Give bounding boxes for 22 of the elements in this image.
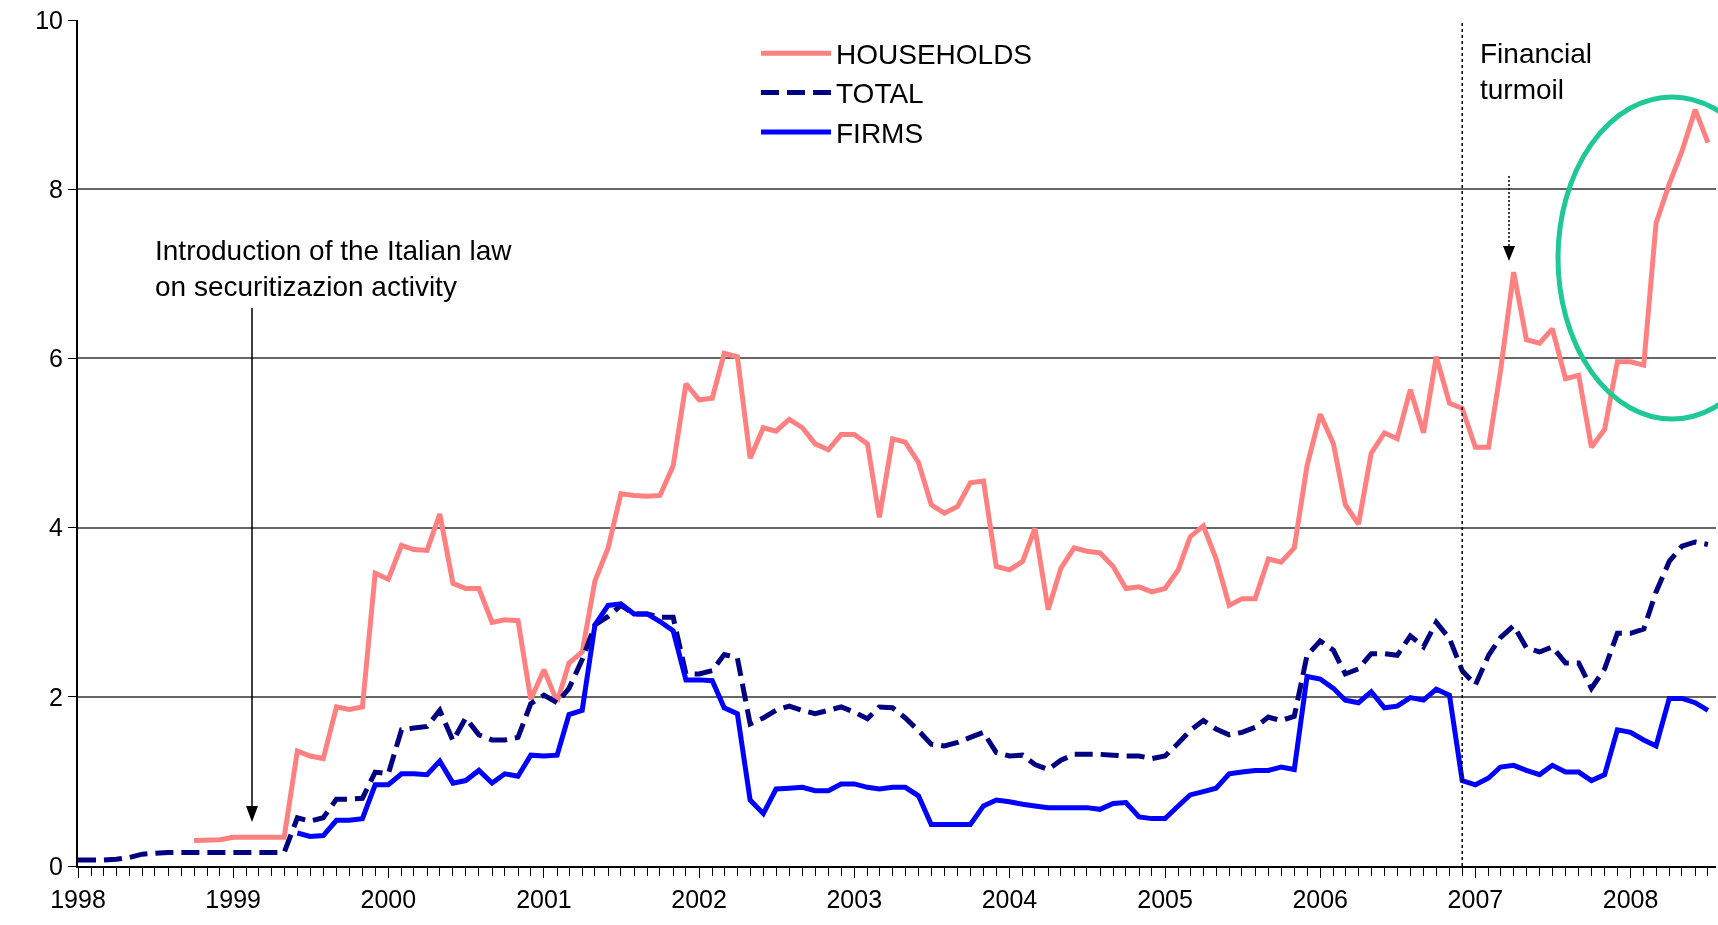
y-tick-label: 8 <box>49 174 63 203</box>
y-tick-label: 6 <box>49 344 63 373</box>
x-tick-label: 2005 <box>1137 885 1193 913</box>
legend-label: TOTAL <box>836 78 924 110</box>
x-tick-label: 2007 <box>1447 885 1504 913</box>
x-tick-label: 2006 <box>1292 885 1349 913</box>
x-tick-label: 2000 <box>360 885 417 913</box>
annotation: Introduction of the Italian law on securitizazion activity <box>155 235 513 303</box>
y-tick-label: 4 <box>49 513 64 542</box>
x-tick-label: 1998 <box>50 885 106 913</box>
legend-label: FIRMS <box>836 117 924 149</box>
annotation: Financial turmoil <box>1480 38 1593 106</box>
y-tick-label: 10 <box>35 5 63 34</box>
x-tick-label: 2008 <box>1602 885 1659 913</box>
x-tick-label: 2001 <box>516 885 572 913</box>
x-tick-label: 1999 <box>205 885 261 913</box>
y-tick-label: 0 <box>49 851 63 880</box>
y-tick-label: 2 <box>49 682 63 711</box>
x-tick-label: 2002 <box>671 885 727 913</box>
x-tick-label: 2004 <box>981 885 1038 913</box>
legend-label: HOUSEHOLDS <box>836 39 1033 71</box>
x-tick-label: 2003 <box>826 885 883 913</box>
